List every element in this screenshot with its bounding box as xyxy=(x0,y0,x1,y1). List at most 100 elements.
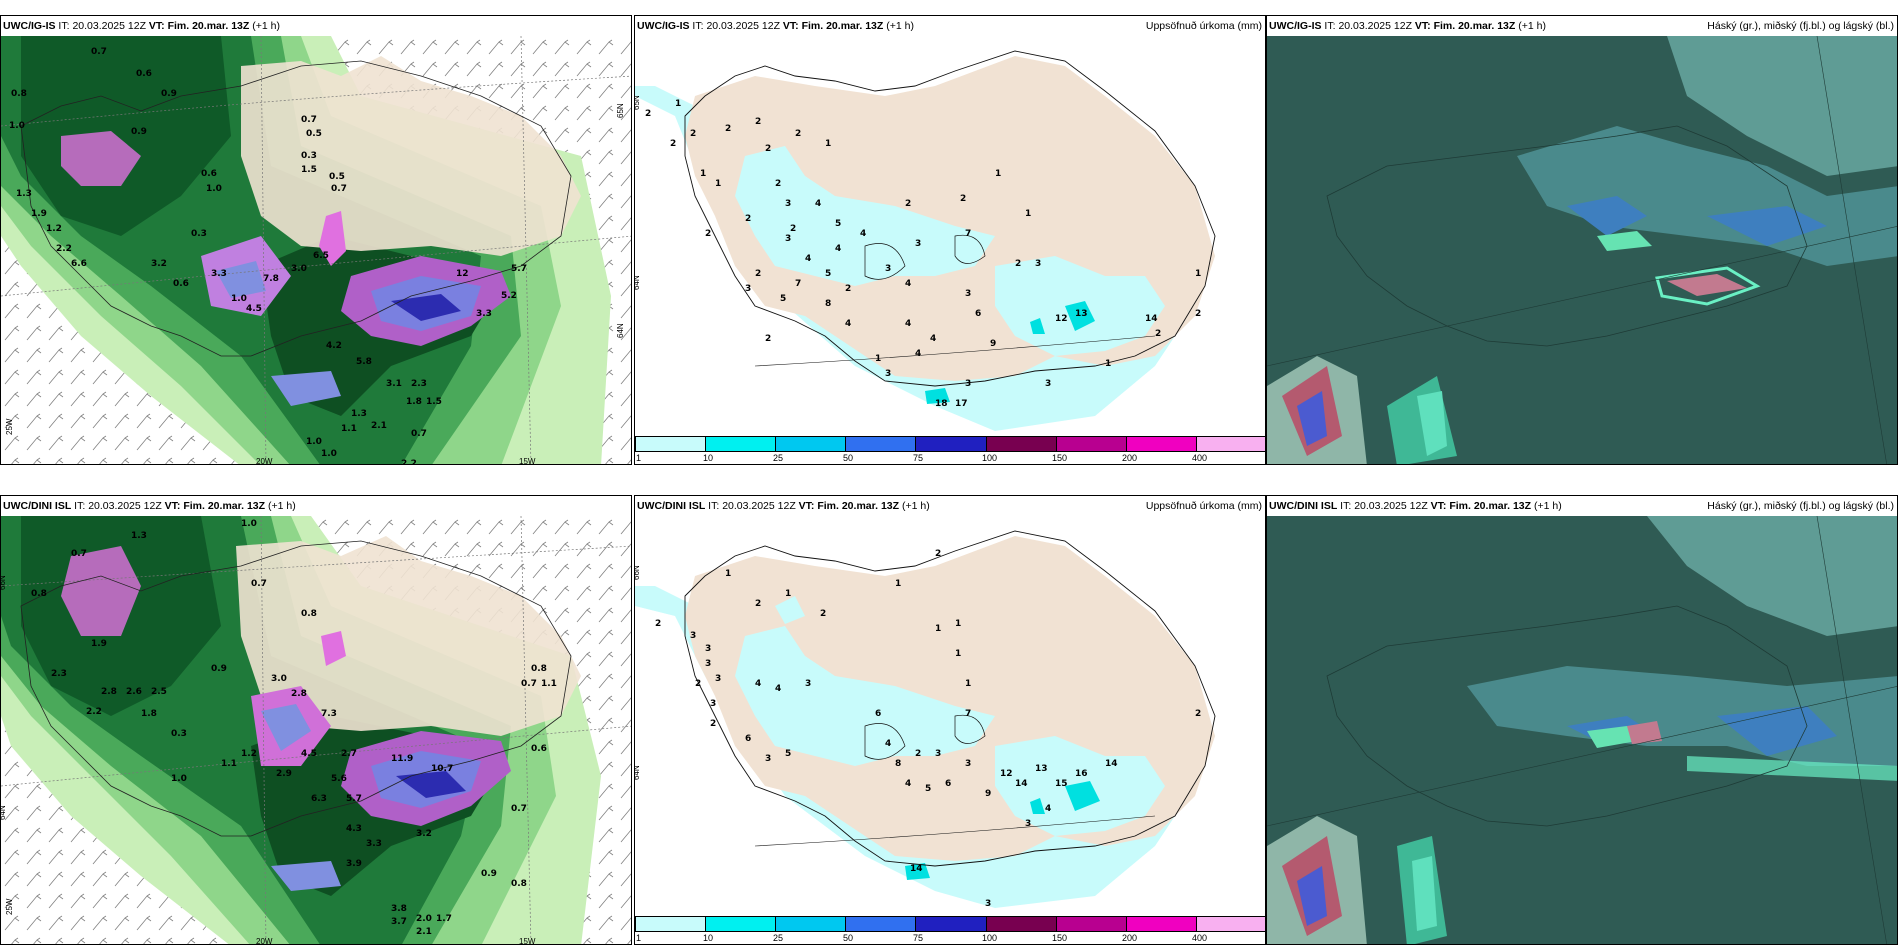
it-value: 20.03.2025 12Z xyxy=(1354,500,1428,512)
svg-text:17: 17 xyxy=(955,399,968,409)
svg-text:3.1: 3.1 xyxy=(386,379,402,389)
svg-text:7.8: 7.8 xyxy=(263,274,279,284)
svg-text:8: 8 xyxy=(825,299,831,309)
svg-text:13: 13 xyxy=(1075,309,1088,319)
svg-text:2: 2 xyxy=(795,129,801,139)
wind-precip-map[interactable]: 0.7 0.6 0.8 0.9 1.0 0.9 0.7 0.3 0.6 0.5 1.5 1.0 … xyxy=(1,36,631,464)
svg-text:0.7: 0.7 xyxy=(251,579,267,589)
vt-value: Fim. 20.mar. 13Z xyxy=(1449,500,1532,512)
legend-label: 10 xyxy=(703,933,714,943)
svg-text:2: 2 xyxy=(820,609,826,619)
svg-text:0.8: 0.8 xyxy=(511,879,527,889)
axis-labels: 66N 64N xyxy=(635,565,641,780)
wind-precip-map[interactable]: 1.0 0.7 1.3 0.8 1.9 2.3 2.2 2.8 2.6 2.5 1.8 0.9 … xyxy=(1,516,631,944)
panel-title: UWC/IG-IS IT: 20.03.2025 12Z VT: Fim. 20… xyxy=(3,20,280,32)
vt-label: VT: xyxy=(1430,500,1447,512)
svg-text:2: 2 xyxy=(645,109,651,119)
svg-text:1: 1 xyxy=(825,139,831,149)
vt-label: VT: xyxy=(1414,20,1431,32)
svg-text:1: 1 xyxy=(675,99,681,109)
svg-text:0.9: 0.9 xyxy=(481,869,497,879)
offset-label: (+1 h) xyxy=(267,500,296,512)
svg-text:4: 4 xyxy=(930,334,936,344)
axis-labels: 20W 15W 25W 66N 64N xyxy=(1,575,536,944)
svg-text:0.8: 0.8 xyxy=(301,609,317,619)
panel-ig-is-clouds: UWC/IG-IS IT: 20.03.2025 12Z VT: Fim. 20… xyxy=(1266,15,1898,465)
svg-text:1.3: 1.3 xyxy=(16,189,32,199)
svg-text:65N: 65N xyxy=(616,103,625,118)
svg-text:3.0: 3.0 xyxy=(291,264,307,274)
svg-text:3: 3 xyxy=(915,239,921,249)
svg-text:1.1: 1.1 xyxy=(221,759,237,769)
model-label: UWC/IG-IS xyxy=(3,20,56,32)
svg-text:64N: 64N xyxy=(635,765,641,780)
svg-text:2: 2 xyxy=(935,549,941,559)
svg-text:5.7: 5.7 xyxy=(511,264,527,274)
svg-text:1.8: 1.8 xyxy=(141,709,157,719)
precip-legend-labels: 1 10 25 50 75 100 150 200 400 xyxy=(635,933,1265,944)
svg-text:3: 3 xyxy=(710,699,716,709)
svg-text:2: 2 xyxy=(1015,259,1021,269)
vt-label: VT: xyxy=(164,500,181,512)
svg-text:0.9: 0.9 xyxy=(211,664,227,674)
svg-text:7: 7 xyxy=(965,229,971,239)
svg-text:2: 2 xyxy=(915,749,921,759)
svg-text:1.0: 1.0 xyxy=(241,519,257,529)
cloud-map[interactable] xyxy=(1267,516,1897,944)
svg-text:6: 6 xyxy=(875,709,881,719)
wind-precip-map-svg: 0.70.60.8 0.91.00.9 0.70.30.6 0.51.51.0 … xyxy=(1,36,631,464)
svg-text:1.0: 1.0 xyxy=(9,121,25,131)
svg-text:1: 1 xyxy=(1195,269,1201,279)
svg-text:6.5: 6.5 xyxy=(313,251,329,261)
it-value: 20.03.2025 12Z xyxy=(722,500,796,512)
svg-text:3: 3 xyxy=(690,631,696,641)
svg-text:3: 3 xyxy=(935,749,941,759)
legend-label: 25 xyxy=(773,933,784,943)
panel-title: UWC/DINI ISL IT: 20.03.2025 12Z VT: Fim.… xyxy=(637,500,930,512)
svg-text:5: 5 xyxy=(785,749,791,759)
svg-text:2.1: 2.1 xyxy=(416,927,432,937)
svg-text:3: 3 xyxy=(985,899,991,909)
svg-text:5.7: 5.7 xyxy=(346,794,362,804)
svg-text:0.7: 0.7 xyxy=(511,804,527,814)
svg-text:3.7: 3.7 xyxy=(391,917,407,927)
svg-text:6: 6 xyxy=(975,309,981,319)
svg-text:1: 1 xyxy=(935,624,941,634)
svg-text:3: 3 xyxy=(1045,379,1051,389)
cloud-map[interactable] xyxy=(1267,36,1897,464)
legend-label: 100 xyxy=(982,933,998,943)
vt-value: Fim. 20.mar. 13Z xyxy=(801,20,884,32)
svg-text:3: 3 xyxy=(745,284,751,294)
legend-cell xyxy=(1056,437,1127,451)
legend-cell xyxy=(636,917,707,931)
svg-text:4: 4 xyxy=(915,349,921,359)
svg-text:1: 1 xyxy=(1025,209,1031,219)
svg-text:3: 3 xyxy=(965,759,971,769)
legend-cell xyxy=(636,437,707,451)
svg-text:1.1: 1.1 xyxy=(541,679,557,689)
svg-text:6: 6 xyxy=(745,734,751,744)
legend-label: 400 xyxy=(1192,453,1208,463)
svg-text:14: 14 xyxy=(1105,759,1118,769)
axis-labels: 20W 15W 25W 65N 64N xyxy=(5,103,625,464)
svg-text:5.6: 5.6 xyxy=(331,774,347,784)
svg-text:2: 2 xyxy=(790,224,796,234)
svg-text:14: 14 xyxy=(1145,314,1158,324)
svg-text:2: 2 xyxy=(845,284,851,294)
panel-dini-precip: UWC/DINI ISL IT: 20.03.2025 12Z VT: Fim.… xyxy=(634,495,1266,945)
svg-text:1.3: 1.3 xyxy=(131,531,147,541)
svg-text:3: 3 xyxy=(1025,819,1031,829)
svg-text:0.7: 0.7 xyxy=(91,47,107,57)
contour-labels: 0.70.60.8 0.91.00.9 0.70.30.6 0.51.51.0 … xyxy=(9,47,527,464)
svg-text:64N: 64N xyxy=(1,805,7,820)
panel-subtitle: Háský (gr.), miðský (fj.bl.) og lágský (… xyxy=(1707,500,1894,512)
legend-cell xyxy=(776,437,847,451)
svg-text:9: 9 xyxy=(990,339,996,349)
svg-text:3: 3 xyxy=(885,264,891,274)
svg-text:10.7: 10.7 xyxy=(431,764,453,774)
svg-text:2.0: 2.0 xyxy=(416,914,432,924)
svg-text:3: 3 xyxy=(715,674,721,684)
legend-label: 1 xyxy=(636,933,642,943)
